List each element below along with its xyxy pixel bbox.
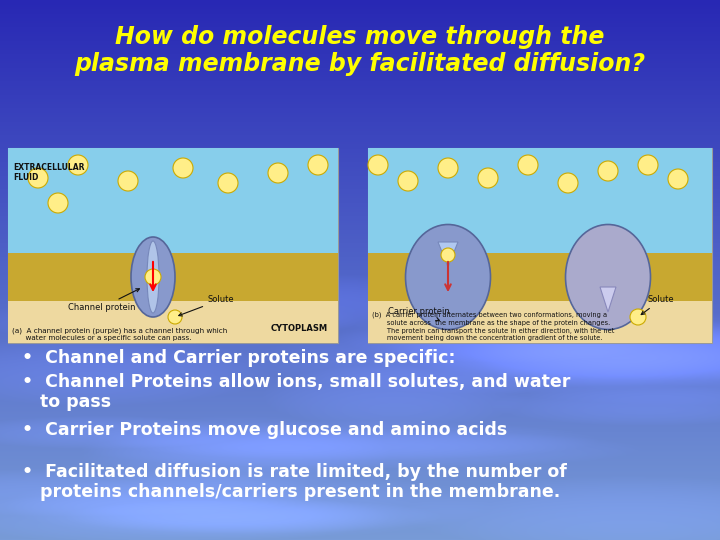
- Circle shape: [398, 171, 418, 191]
- Circle shape: [478, 168, 498, 188]
- Circle shape: [28, 168, 48, 188]
- Circle shape: [598, 161, 618, 181]
- Bar: [8, 253, 338, 301]
- Circle shape: [368, 155, 388, 175]
- Circle shape: [558, 173, 578, 193]
- Ellipse shape: [405, 225, 490, 329]
- Text: (a)  A channel protein (purple) has a channel through which
      water molecule: (a) A channel protein (purple) has a cha…: [12, 327, 228, 341]
- Circle shape: [268, 163, 288, 183]
- Bar: [368, 148, 712, 253]
- Text: •  Channel and Carrier proteins are specific:: • Channel and Carrier proteins are speci…: [22, 349, 456, 367]
- Text: Carrier protein: Carrier protein: [388, 307, 450, 321]
- Circle shape: [218, 173, 238, 193]
- Text: CYTOPLASM: CYTOPLASM: [271, 324, 328, 333]
- Text: •  Carrier Proteins move glucose and amino acids: • Carrier Proteins move glucose and amin…: [22, 421, 508, 439]
- Circle shape: [630, 309, 646, 325]
- Circle shape: [68, 155, 88, 175]
- Text: Solute: Solute: [642, 295, 675, 315]
- Ellipse shape: [131, 237, 175, 317]
- Bar: [8, 148, 338, 343]
- Circle shape: [438, 158, 458, 178]
- Polygon shape: [438, 242, 458, 267]
- Circle shape: [118, 171, 138, 191]
- Bar: [8, 301, 338, 343]
- Text: •  Channel Proteins allow ions, small solutes, and water
   to pass: • Channel Proteins allow ions, small sol…: [22, 373, 570, 411]
- Circle shape: [668, 169, 688, 189]
- Bar: [368, 301, 712, 343]
- Circle shape: [518, 155, 538, 175]
- Circle shape: [173, 158, 193, 178]
- Text: •  Facilitated diffusion is rate limited, by the number of
   proteins channels/: • Facilitated diffusion is rate limited,…: [22, 463, 567, 502]
- Bar: [368, 253, 712, 301]
- Circle shape: [48, 193, 68, 213]
- Text: EXTRACELLULAR
FLUID: EXTRACELLULAR FLUID: [13, 163, 84, 183]
- Text: Solute: Solute: [179, 295, 235, 316]
- Text: Channel protein: Channel protein: [68, 289, 140, 312]
- Circle shape: [145, 269, 161, 285]
- Circle shape: [168, 310, 182, 324]
- Text: plasma membrane by facilitated diffusion?: plasma membrane by facilitated diffusion…: [74, 52, 646, 76]
- Text: How do molecules move through the: How do molecules move through the: [115, 25, 605, 49]
- Bar: [8, 148, 338, 253]
- Ellipse shape: [565, 225, 650, 329]
- Text: (b)  A carrier protein alternates between two conformations, moving a
       sol: (b) A carrier protein alternates between…: [372, 312, 614, 341]
- Circle shape: [441, 248, 455, 262]
- Polygon shape: [600, 287, 616, 312]
- Ellipse shape: [147, 241, 159, 313]
- Circle shape: [638, 155, 658, 175]
- Circle shape: [308, 155, 328, 175]
- Bar: [368, 148, 712, 343]
